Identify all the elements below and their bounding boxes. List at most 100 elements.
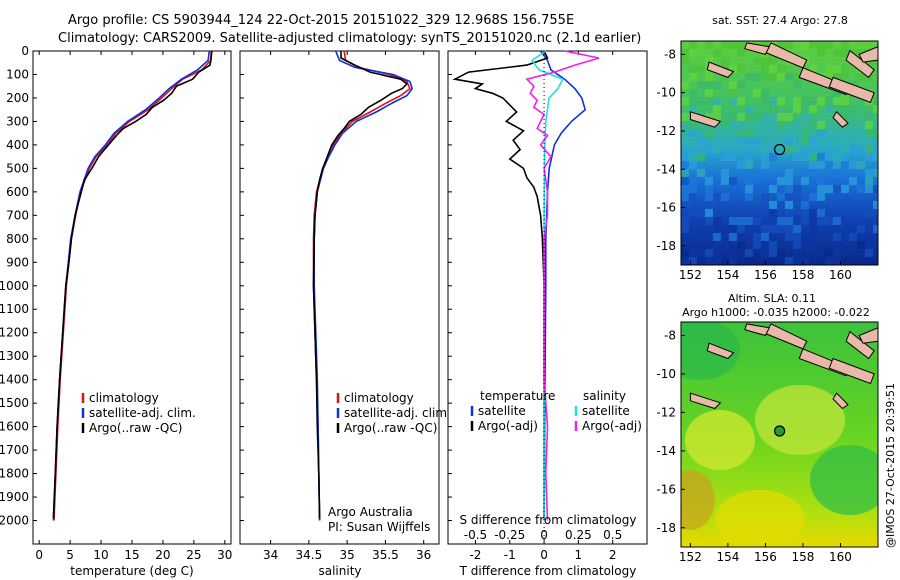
sst-pixel <box>761 89 769 97</box>
legend-label: Argo(..raw -QC) <box>89 421 182 435</box>
sst-pixel <box>705 113 713 121</box>
sst-pixel <box>785 209 793 217</box>
sst-pixel <box>833 153 841 161</box>
sst-pixel <box>857 185 865 193</box>
sst-pixel <box>689 249 697 257</box>
lon-tick-label: 160 <box>829 268 852 282</box>
sst-pixel <box>833 49 841 57</box>
sst-pixel <box>785 137 793 145</box>
sst-pixel <box>697 97 705 105</box>
sst-pixel <box>689 177 697 185</box>
sst-pixel <box>857 257 865 265</box>
y-tick-label: 1300 <box>0 349 29 363</box>
lon-tick-label: 158 <box>791 268 814 282</box>
sst-pixel <box>681 113 689 121</box>
island <box>832 111 849 128</box>
sst-pixel <box>769 201 777 209</box>
temperature-series <box>52 50 213 521</box>
sst-coastlines <box>689 42 878 128</box>
sst-pixel <box>825 65 833 73</box>
lat-tick-label: -16 <box>656 201 676 215</box>
sst-pixel <box>817 257 825 265</box>
sla-blob <box>755 385 845 455</box>
difference-series <box>452 50 600 544</box>
sst-pixel <box>697 249 705 257</box>
salinity-series <box>312 50 414 521</box>
sst-map-title: sat. SST: 27.4 Argo: 27.8 <box>712 14 848 27</box>
sst-pixel <box>833 233 841 241</box>
sst-pixel <box>721 177 729 185</box>
sst-pixel <box>849 105 857 113</box>
sst-pixel <box>817 209 825 217</box>
sst-pixel <box>745 113 753 121</box>
sst-pixel <box>857 225 865 233</box>
sst-pixel <box>753 137 761 145</box>
sst-pixel <box>849 241 857 249</box>
sst-pixel <box>785 217 793 225</box>
sst-pixel <box>681 177 689 185</box>
sst-pixel <box>833 105 841 113</box>
y-tick-label: 1100 <box>0 302 29 316</box>
sst-pixel <box>721 169 729 177</box>
sst-pixel <box>689 121 697 129</box>
pi-note: PI: Susan Wijffels <box>328 520 430 534</box>
sst-pixel <box>737 233 745 241</box>
sst-pixel <box>825 153 833 161</box>
sst-pixel <box>705 81 713 89</box>
sst-pixel <box>833 97 841 105</box>
sst-pixel <box>865 241 873 249</box>
sst-field <box>681 41 878 265</box>
sst-pixel <box>801 113 809 121</box>
lat-tick-label: -10 <box>656 86 676 100</box>
sst-pixel <box>793 81 801 89</box>
sst-pixel <box>705 129 713 137</box>
sst-pixel <box>729 217 737 225</box>
sst-pixel <box>721 41 729 49</box>
lat-tick-label: -18 <box>656 239 676 253</box>
sst-pixel <box>841 137 849 145</box>
sst-pixel <box>793 105 801 113</box>
sst-pixel <box>729 97 737 105</box>
y-tick-label: 500 <box>6 161 29 175</box>
sst-pixel <box>769 257 777 265</box>
sst-pixel <box>713 97 721 105</box>
sst-pixel <box>777 41 785 49</box>
y-tick-label: 1000 <box>0 279 29 293</box>
sst-pixel <box>865 153 873 161</box>
top-tick-label: 0.5 <box>603 528 622 542</box>
sst-pixel <box>729 169 737 177</box>
sst-pixel <box>809 65 817 73</box>
sst-pixel <box>865 113 873 121</box>
lat-tick-label: -16 <box>656 482 676 496</box>
sst-pixel <box>801 177 809 185</box>
sst-pixel <box>681 233 689 241</box>
sst-pixel <box>793 225 801 233</box>
sst-pixel <box>689 129 697 137</box>
sst-pixel <box>801 97 809 105</box>
sst-pixel <box>817 161 825 169</box>
sst-pixel <box>785 145 793 153</box>
imos-credit: @IMOS 27-Oct-2015 20:39:51 <box>884 383 897 548</box>
sst-pixel <box>745 177 753 185</box>
x-tick-label: 35 <box>340 548 355 562</box>
legend-label: climatology <box>344 391 414 405</box>
argo-position-marker <box>773 425 786 437</box>
sst-pixel <box>865 177 873 185</box>
sst-pixel <box>833 185 841 193</box>
salinity-panel: 34 34.5 35 35.5 36 salinity climatologysatel… <box>239 50 451 578</box>
sst-pixel <box>809 169 817 177</box>
sst-pixel <box>841 129 849 137</box>
sst-pixel <box>801 217 809 225</box>
sst-pixel <box>785 177 793 185</box>
sst-pixel <box>729 233 737 241</box>
sst-pixel <box>705 177 713 185</box>
sst-pixel <box>689 153 697 161</box>
sst-pixel <box>865 233 873 241</box>
sst-pixel <box>841 41 849 49</box>
sst-pixel <box>697 153 705 161</box>
sst-pixel <box>873 153 878 161</box>
sst-pixel <box>769 233 777 241</box>
sst-pixel <box>737 65 745 73</box>
